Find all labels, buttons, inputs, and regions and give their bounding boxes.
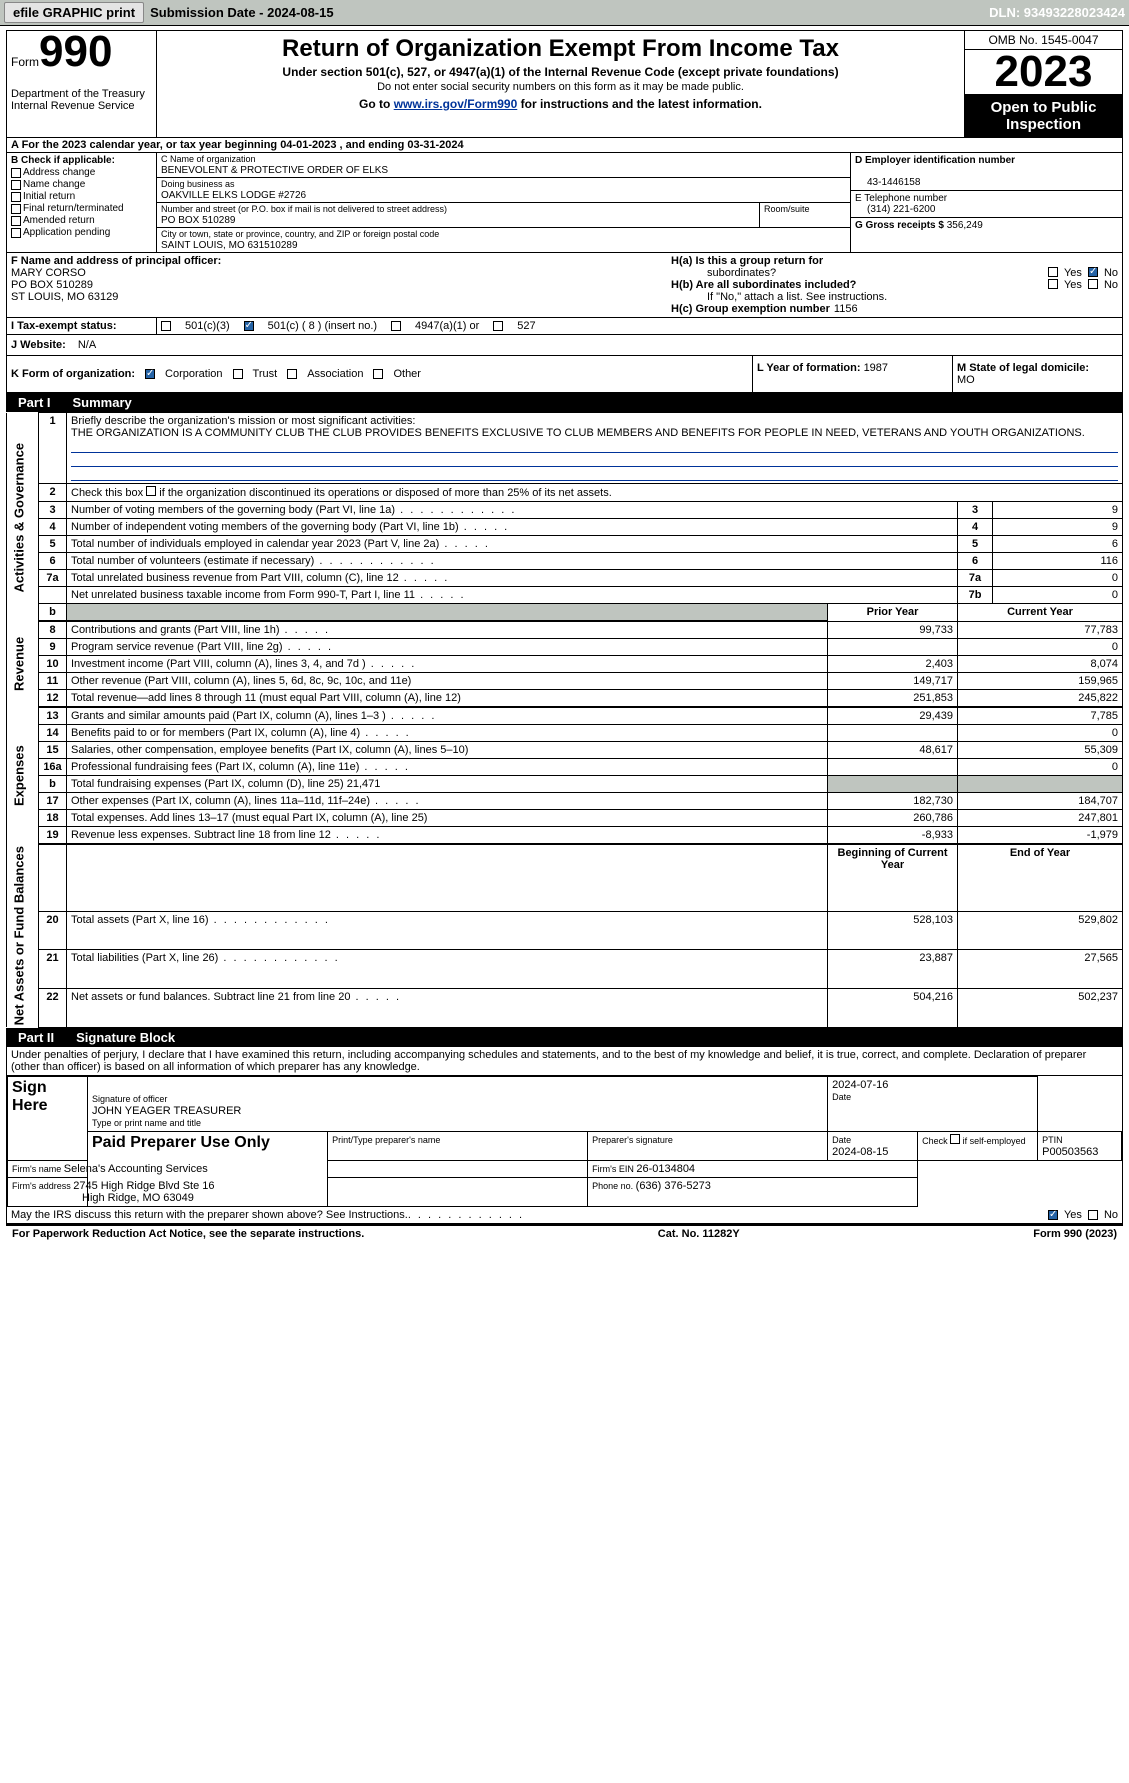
side-netassets: Net Assets or Fund Balances (7, 844, 39, 1027)
part2-header: Part IISignature Block (6, 1028, 1123, 1047)
chk-501c[interactable] (244, 321, 254, 331)
website-value: N/A (78, 339, 96, 351)
chk-discontinued[interactable] (146, 486, 156, 496)
chk-final-return[interactable] (11, 204, 21, 214)
prep-date: 2024-08-15 (832, 1146, 888, 1158)
dba-name: OAKVILLE ELKS LODGE #2726 (161, 190, 306, 201)
page-footer: For Paperwork Reduction Act Notice, see … (6, 1224, 1123, 1242)
dba-label: Doing business as (161, 179, 235, 189)
street-addr: PO BOX 510289 (161, 215, 236, 226)
officer-addr2: ST LOUIS, MO 63129 (11, 291, 118, 303)
form-word: Form (11, 55, 39, 69)
firm-ein: 26-0134804 (636, 1163, 695, 1175)
chk-4947[interactable] (391, 321, 401, 331)
firm-name: Selena's Accounting Services (64, 1163, 208, 1175)
irs-link[interactable]: www.irs.gov/Form990 (394, 97, 518, 111)
org-name: BENEVOLENT & PROTECTIVE ORDER OF ELKS (161, 165, 388, 176)
efile-btn[interactable]: efile GRAPHIC print (4, 2, 144, 23)
chk-initial-return[interactable] (11, 192, 21, 202)
chk-self-employed[interactable] (950, 1134, 960, 1144)
firm-phone: (636) 376-5273 (636, 1180, 711, 1192)
chk-assoc[interactable] (287, 369, 297, 379)
sign-here-label: Sign Here (8, 1076, 88, 1160)
subtitle-2: Do not enter social security numbers on … (165, 81, 956, 93)
tax-year: 2023 (965, 50, 1122, 95)
city-label: City or town, state or province, country… (161, 229, 439, 239)
perjury-declaration: Under penalties of perjury, I declare th… (7, 1047, 1122, 1076)
dln: DLN: 93493228023424 (989, 5, 1125, 20)
side-expenses: Expenses (7, 707, 39, 844)
ha-no[interactable] (1088, 267, 1098, 277)
ein-value: 43-1446158 (855, 177, 920, 188)
submission-date: Submission Date - 2024-08-15 (150, 5, 334, 20)
name-label: C Name of organization (161, 154, 256, 164)
chk-other[interactable] (373, 369, 383, 379)
col-b-label: B Check if applicable: (11, 155, 152, 166)
form-org-label: K Form of organization: (11, 368, 135, 380)
officer-name: MARY CORSO (11, 267, 86, 279)
gross-value: 356,249 (947, 220, 983, 231)
gross-label: G Gross receipts $ (855, 220, 947, 231)
chk-501c3[interactable] (161, 321, 171, 331)
side-activities: Activities & Governance (7, 413, 39, 622)
officer-addr1: PO BOX 510289 (11, 279, 93, 291)
chk-address-change[interactable] (11, 168, 21, 178)
discuss-question: May the IRS discuss this return with the… (11, 1209, 408, 1221)
side-revenue: Revenue (7, 621, 39, 707)
officer-label: F Name and address of principal officer: (11, 255, 221, 267)
hb-no[interactable] (1088, 279, 1098, 289)
topbar: efile GRAPHIC print Submission Date - 20… (0, 0, 1129, 26)
summary-table: Activities & Governance 1 Briefly descri… (6, 412, 1123, 1028)
group-exemption: 1156 (834, 303, 858, 315)
ein-label: D Employer identification number (855, 155, 1015, 166)
ptin: P00503563 (1042, 1146, 1098, 1158)
chk-name-change[interactable] (11, 180, 21, 190)
ha-yes[interactable] (1048, 267, 1058, 277)
city-state-zip: SAINT LOUIS, MO 631510289 (161, 240, 298, 251)
firm-addr2: High Ridge, MO 63049 (12, 1192, 194, 1204)
chk-amended[interactable] (11, 216, 21, 226)
mission-label: Briefly describe the organization's miss… (71, 415, 415, 427)
officer-signature: JOHN YEAGER TREASURER (92, 1105, 241, 1117)
discuss-no[interactable] (1088, 1210, 1098, 1220)
tax-exempt-label: I Tax-exempt status: (11, 320, 117, 332)
chk-app-pending[interactable] (11, 228, 21, 238)
discuss-yes[interactable] (1048, 1210, 1058, 1220)
year-formation: 1987 (864, 362, 888, 374)
open-to-public: Open to Public Inspection (965, 95, 1122, 137)
form-header: Form990 Department of the Treasury Inter… (6, 30, 1123, 138)
room-label: Room/suite (764, 204, 810, 214)
subtitle-1: Under section 501(c), 527, or 4947(a)(1)… (165, 65, 956, 79)
phone-label: E Telephone number (855, 193, 947, 204)
part1-header: Part ISummary (6, 393, 1123, 412)
subtitle-3: Go to www.irs.gov/Form990 for instructio… (165, 97, 956, 111)
chk-527[interactable] (493, 321, 503, 331)
form-title: Return of Organization Exempt From Incom… (165, 35, 956, 63)
mission-text: THE ORGANIZATION IS A COMMUNITY CLUB THE… (71, 427, 1085, 439)
form-number: 990 (39, 27, 112, 76)
phone-value: (314) 221-6200 (855, 204, 935, 215)
row-a-tax-year: A For the 2023 calendar year, or tax yea… (6, 138, 1123, 153)
dept-treasury: Department of the Treasury Internal Reve… (11, 88, 152, 112)
sig-date: 2024-07-16 (832, 1079, 888, 1091)
col-b-checkboxes: B Check if applicable: Address change Na… (7, 153, 157, 252)
chk-corp[interactable] (145, 369, 155, 379)
firm-addr1: 2745 High Ridge Blvd Ste 16 (73, 1180, 214, 1192)
website-label: J Website: (11, 339, 66, 351)
state-domicile: MO (957, 374, 975, 386)
hb-yes[interactable] (1048, 279, 1058, 289)
addr-label: Number and street (or P.O. box if mail i… (161, 204, 447, 214)
chk-trust[interactable] (233, 369, 243, 379)
